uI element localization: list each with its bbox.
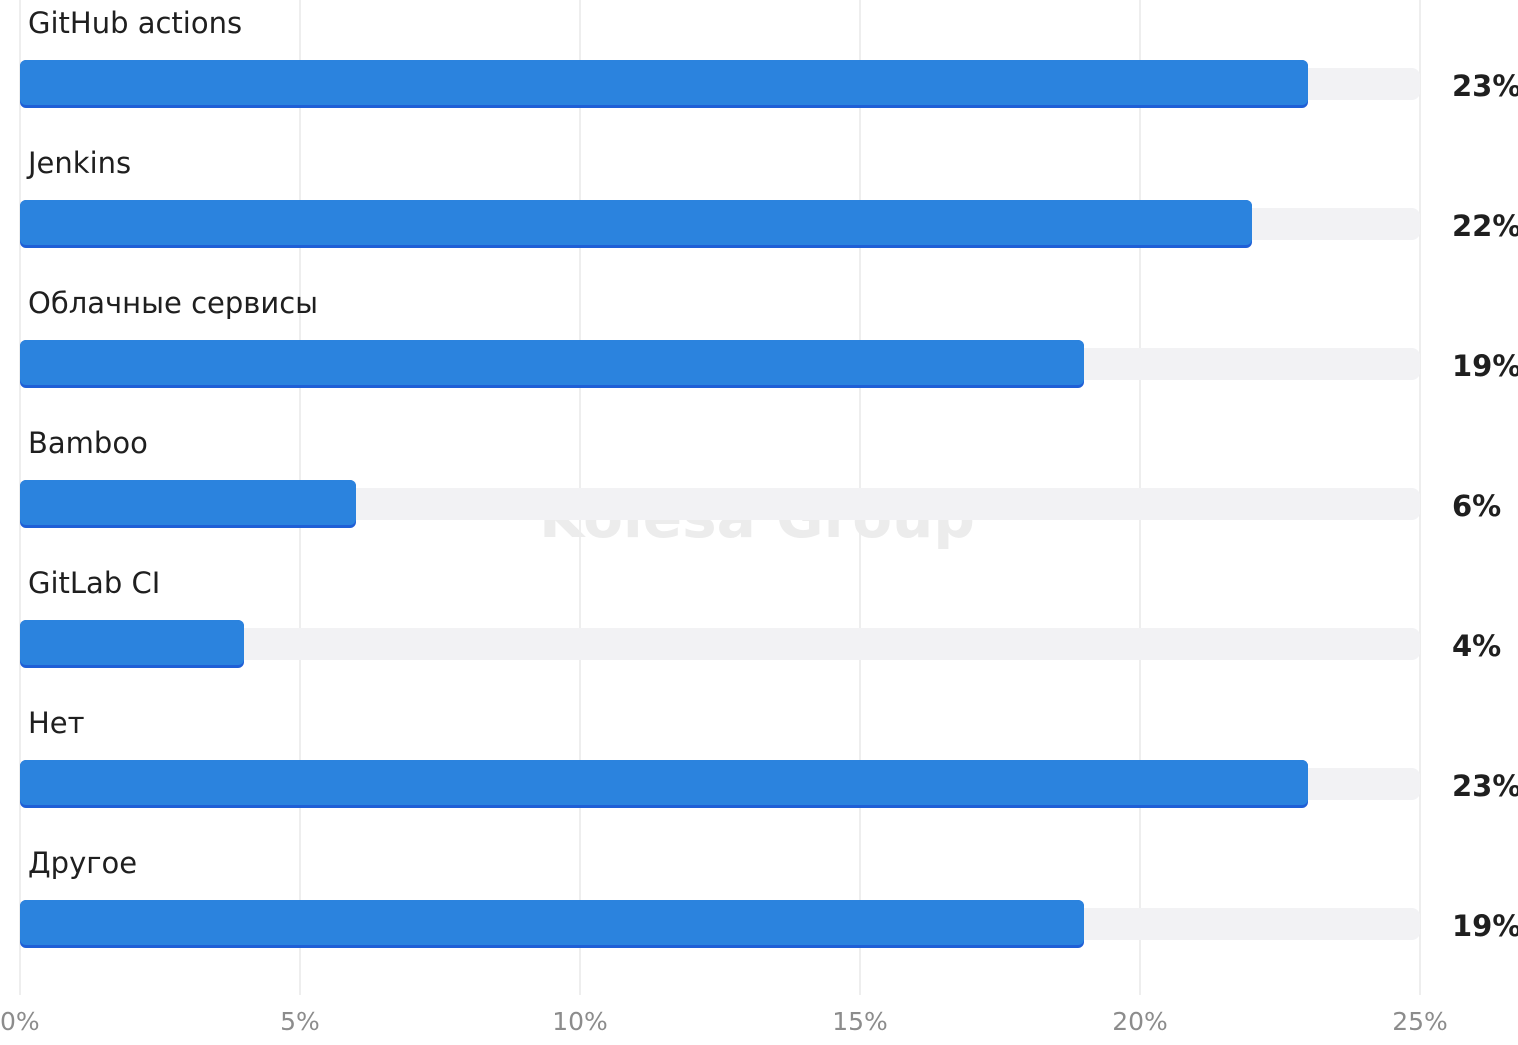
value-label: 19% [1452,349,1518,383]
category-label: GitLab CI [28,566,160,600]
x-tick-label: 15% [832,1007,888,1036]
bar-row: Нет 23% [20,706,1518,808]
value-label: 22% [1452,209,1518,243]
value-label: 23% [1452,769,1518,803]
bar-track [20,488,1420,520]
bar [20,200,1252,245]
bar [20,760,1308,805]
value-label: 23% [1452,69,1518,103]
x-tick-label: 5% [280,1007,320,1036]
bar [20,900,1084,945]
bar [20,480,356,525]
bar-row: Bamboo 6% [20,426,1501,528]
category-label: Облачные сервисы [28,286,318,320]
value-label: 19% [1452,909,1518,943]
bar-row: Другое 19% [20,846,1518,948]
x-tick-label: 0% [0,1007,40,1036]
bar-track [20,628,1420,660]
category-label: Другое [28,846,137,880]
bar-row: GitHub actions 23% [20,6,1518,108]
bar [20,60,1308,105]
category-label: Jenkins [26,146,131,180]
x-tick-label: 20% [1112,1007,1168,1036]
x-tick-label: 10% [552,1007,608,1036]
bar [20,340,1084,385]
bar-row: Jenkins 22% [20,146,1518,248]
category-label: GitHub actions [28,6,242,40]
value-label: 6% [1452,489,1501,523]
bar-row: GitLab CI 4% [20,566,1501,668]
value-label: 4% [1452,629,1501,663]
bar-row: Облачные сервисы 19% [20,286,1518,388]
category-label: Bamboo [28,426,148,460]
x-tick-label: 25% [1392,1007,1448,1036]
bar [20,620,244,665]
category-label: Нет [28,706,85,740]
